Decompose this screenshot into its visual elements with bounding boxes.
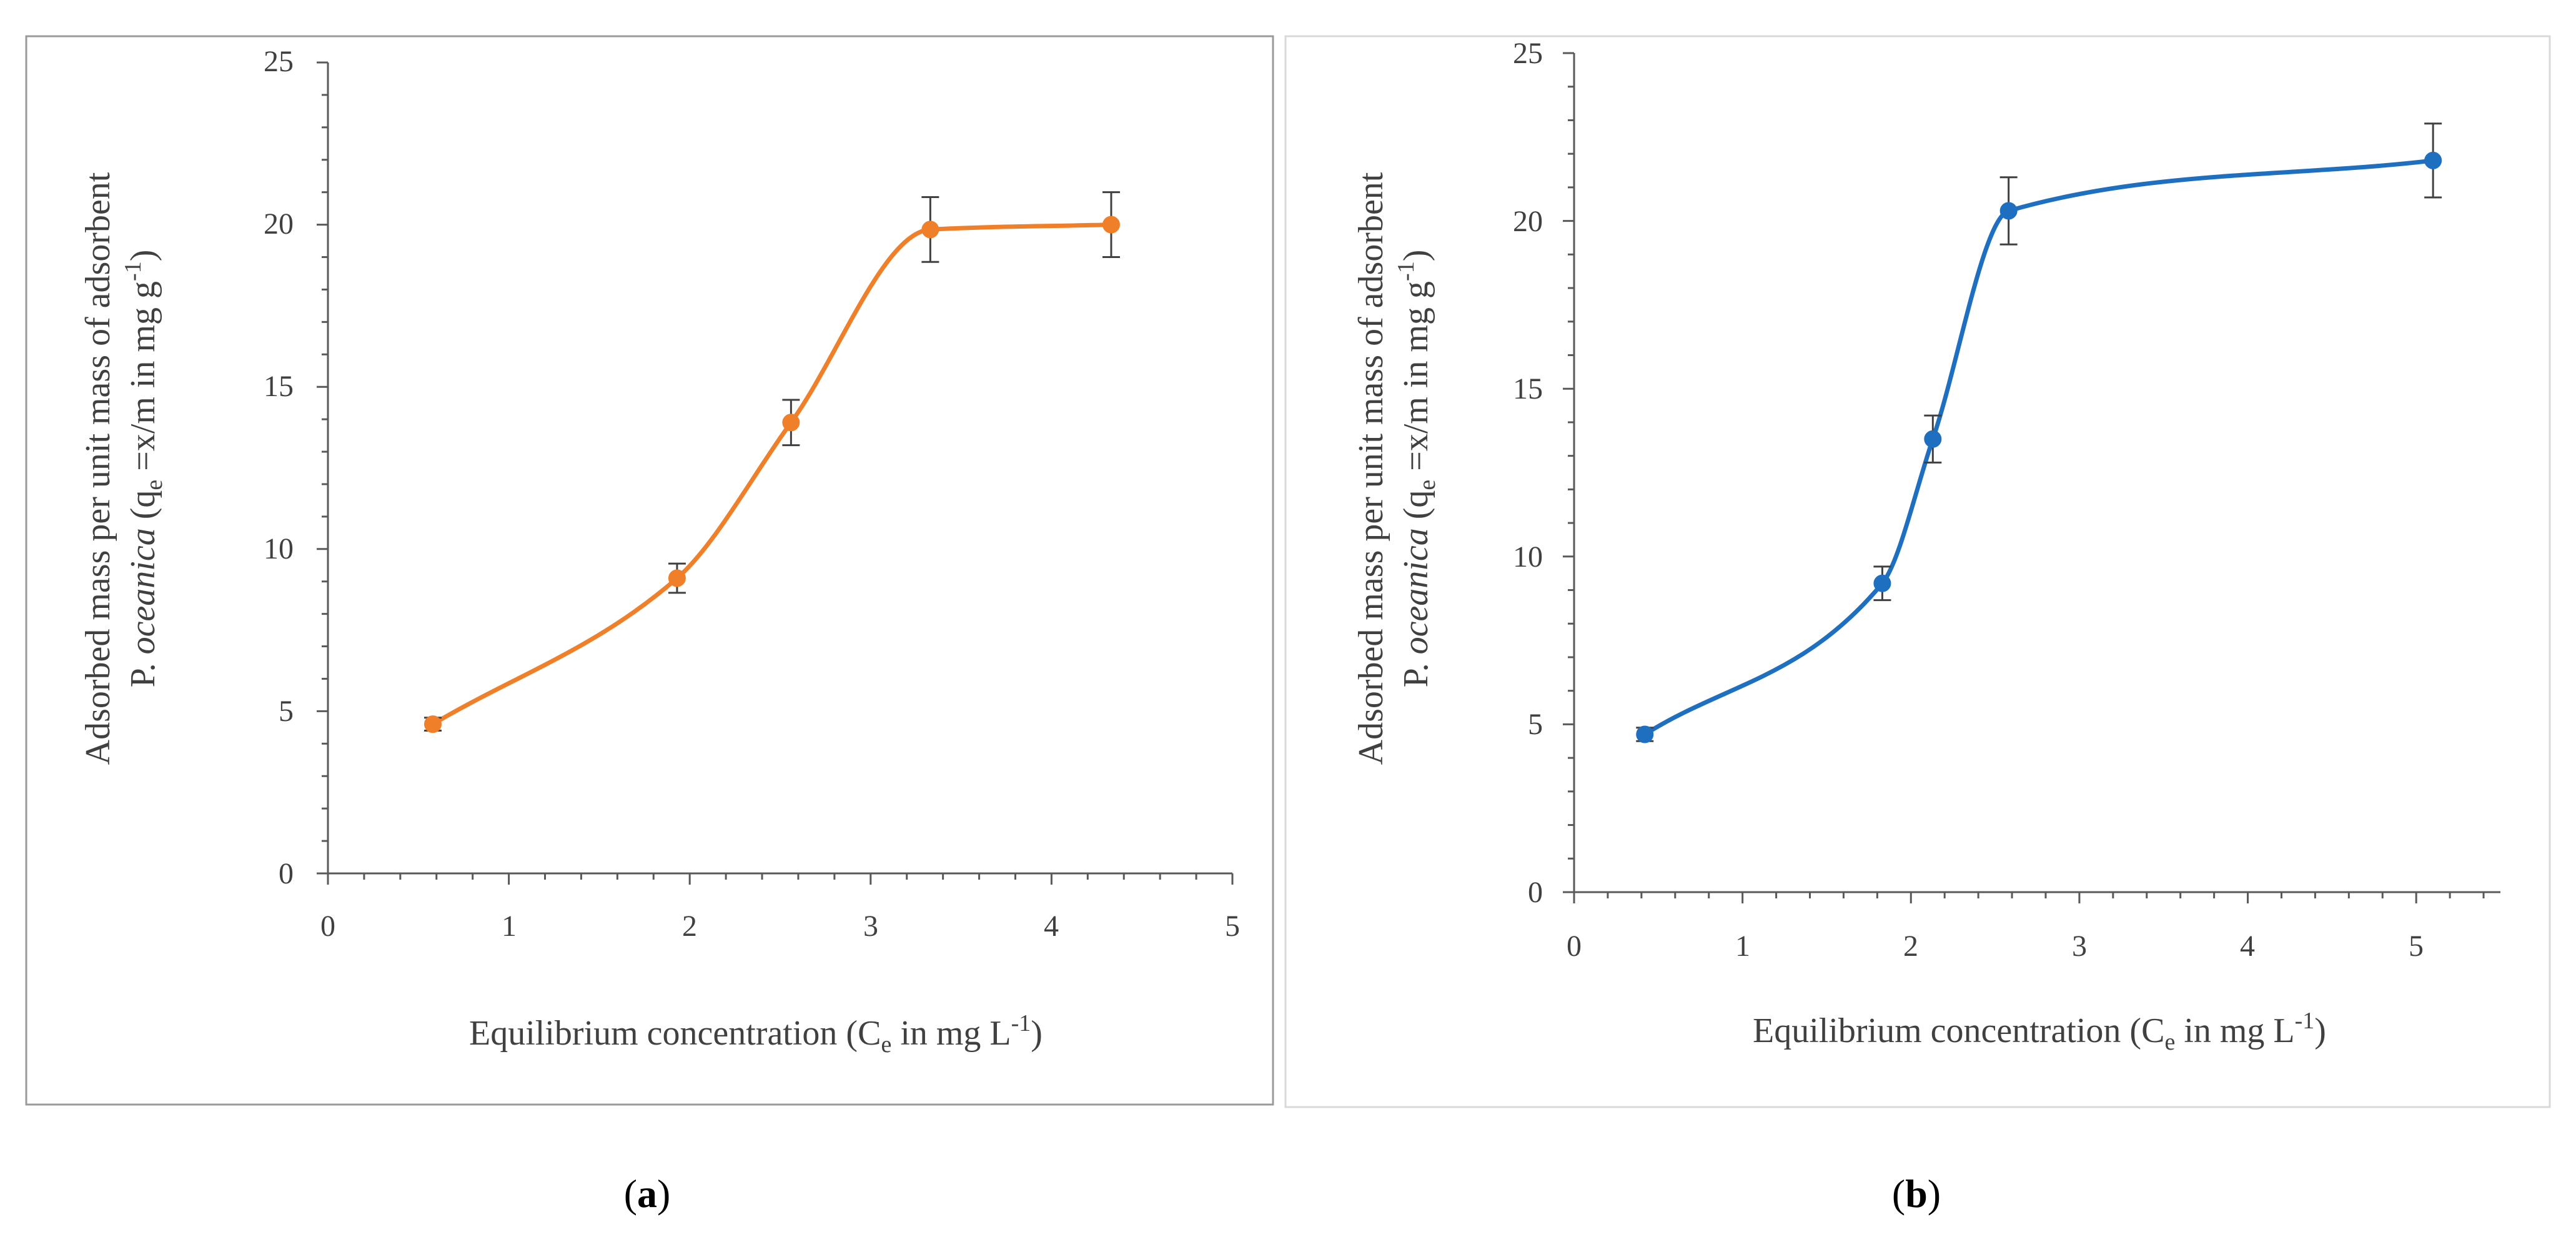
panel-b-data-point bbox=[1999, 202, 2018, 220]
panel-a-y-tick-label: 25 bbox=[264, 45, 294, 78]
panel-b-y-tick-label: 15 bbox=[1513, 372, 1543, 405]
panel-b-x-tick-label: 0 bbox=[1567, 930, 1582, 963]
panel-a-x-tick-label: 1 bbox=[502, 910, 517, 943]
panel-b-ticks bbox=[1563, 52, 2485, 903]
panel-a-y-tick-label: 15 bbox=[264, 370, 294, 403]
panel-b-x-tick-label: 2 bbox=[1903, 930, 1918, 963]
chart-panel-a: 0 5 10 15 20 25 0 1 2 3 4 5 Adsorbed mas… bbox=[25, 35, 1274, 1106]
chart-panel-b: 0 5 10 15 20 25 0 1 2 3 4 5 Adsorbed mas… bbox=[1284, 35, 2551, 1108]
panel-b-y-tick-label: 0 bbox=[1528, 876, 1543, 909]
panel-a-data-point bbox=[1102, 216, 1120, 234]
panel-b-y-tick-label: 5 bbox=[1528, 708, 1543, 741]
panel-a-y-axis-title-line1: Adsorbed mass per unit mass of adsorbent bbox=[79, 172, 117, 765]
panel-b-data-point bbox=[1873, 574, 1891, 592]
panel-a-data-point bbox=[782, 414, 800, 432]
panel-a-data-point bbox=[668, 569, 686, 587]
panel-b-y-tick-label: 25 bbox=[1513, 37, 1543, 70]
panel-a-y-tick-label: 10 bbox=[264, 532, 294, 565]
panel-a-data-point bbox=[921, 221, 939, 239]
panel-a-y-axis-title-line2: P. oceanica (qe =x/m in mg g-1) bbox=[120, 250, 167, 688]
panel-b-frame bbox=[1284, 35, 2551, 1108]
panel-a-x-tick-label: 3 bbox=[863, 910, 878, 943]
panel-b-x-tick-label: 3 bbox=[2072, 930, 2087, 963]
panel-b-y-axis-title-line1: Adsorbed mass per unit mass of adsorbent bbox=[1352, 172, 1390, 765]
panel-b-series-line bbox=[1643, 158, 2434, 737]
panel-b-y-axis-title-line2: P. oceanica (qe =x/m in mg g-1) bbox=[1393, 250, 1440, 688]
panel-b-data-point bbox=[1636, 725, 1654, 743]
panel-b-data-points bbox=[1636, 151, 2442, 743]
panel-a-x-tick-label: 5 bbox=[1225, 910, 1240, 943]
panel-a-x-tick-label: 0 bbox=[320, 910, 335, 943]
caption-a: (a) bbox=[624, 1171, 671, 1216]
panel-a-x-tick-labels: 0 1 2 3 4 5 bbox=[320, 910, 1240, 943]
panel-a-frame bbox=[25, 35, 1274, 1106]
panel-b-x-tick-label: 5 bbox=[2409, 930, 2424, 963]
panel-a-y-tick-labels: 0 5 10 15 20 25 bbox=[264, 45, 294, 890]
panel-b-y-tick-label: 10 bbox=[1513, 540, 1543, 574]
caption-b: (b) bbox=[1892, 1171, 1941, 1216]
panel-b-y-tick-labels: 0 5 10 15 20 25 bbox=[1513, 37, 1543, 909]
panel-b-x-axis-title: Equilibrium concentration (Ce in mg L-1) bbox=[1753, 1008, 2326, 1055]
panel-a-data-points bbox=[424, 216, 1120, 733]
panel-b-x-tick-labels: 0 1 2 3 4 5 bbox=[1567, 930, 2424, 963]
panel-b-x-tick-label: 1 bbox=[1735, 930, 1750, 963]
panel-b-data-point bbox=[2424, 151, 2442, 169]
panel-b-data-point bbox=[1924, 430, 1942, 448]
panel-b-x-tick-label: 4 bbox=[2240, 930, 2255, 963]
panel-a-data-point bbox=[424, 715, 442, 733]
panel-a-x-tick-label: 4 bbox=[1044, 910, 1059, 943]
panel-a-y-tick-label: 5 bbox=[279, 695, 294, 728]
panel-a-ticks bbox=[317, 61, 1234, 885]
panel-a-x-axis-title: Equilibrium concentration (Ce in mg L-1) bbox=[469, 1010, 1043, 1058]
panel-b-y-tick-label: 20 bbox=[1513, 205, 1543, 238]
panel-a-x-tick-label: 2 bbox=[682, 910, 697, 943]
panel-a-y-tick-label: 0 bbox=[279, 857, 294, 890]
panel-a-y-tick-label: 20 bbox=[264, 207, 294, 241]
